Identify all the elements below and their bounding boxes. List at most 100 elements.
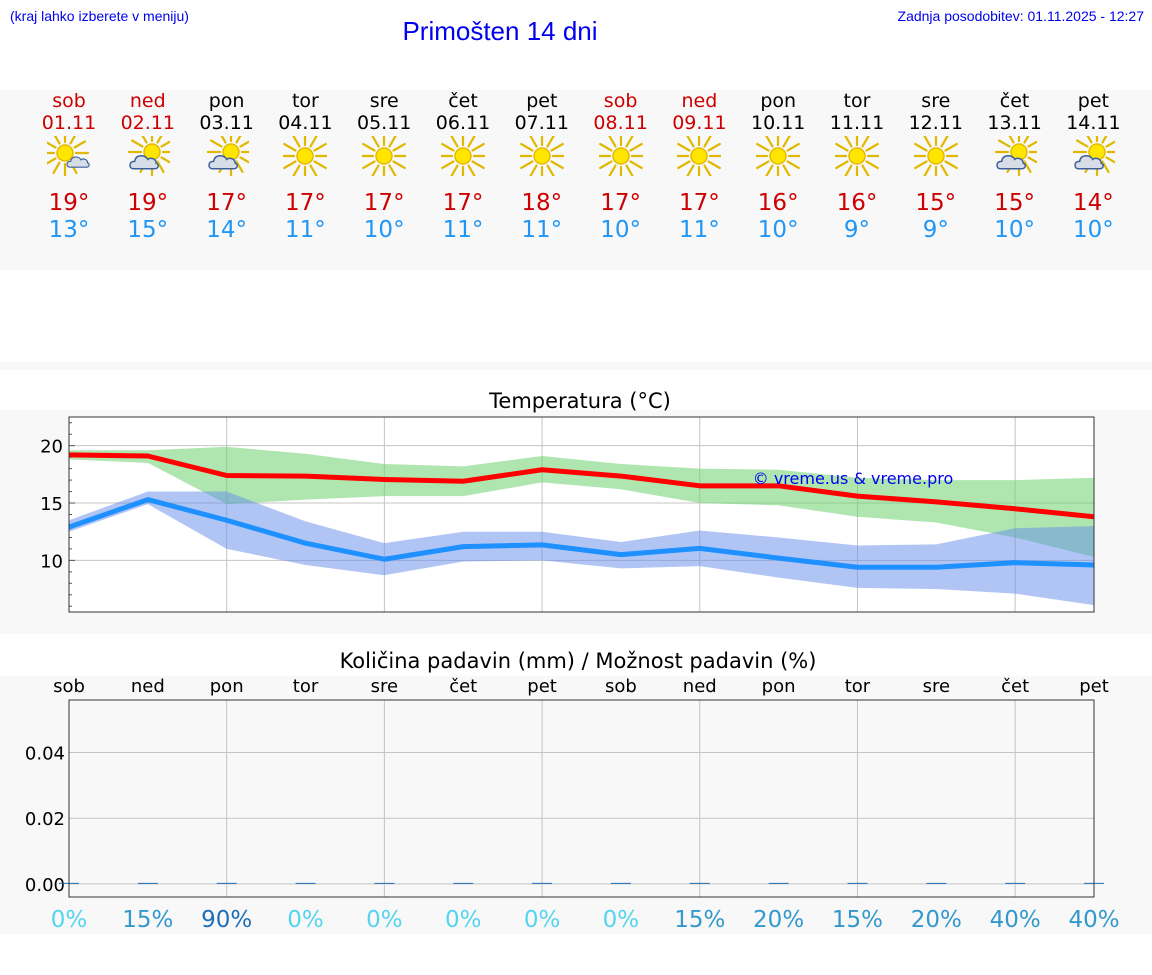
plot-frame (68, 416, 1095, 613)
sun-icon (818, 136, 897, 176)
precip-bar (1005, 882, 1026, 884)
precip-bar (926, 882, 947, 884)
sun-icon (581, 136, 660, 176)
precipitation-chart: Količina padavin (mm) / Možnost padavin … (25, 649, 1120, 933)
day-column: pon 10.11 16° 10° (739, 90, 818, 260)
precip-probability: 15% (122, 907, 173, 933)
day-date: 04.11 (278, 112, 333, 134)
day-name: čet (448, 90, 478, 112)
precip-probability: 90% (201, 907, 252, 933)
x-tick-label: pet (1079, 676, 1109, 697)
day-date: 09.11 (672, 112, 727, 134)
x-tick-label: pon (762, 676, 796, 697)
day-date: 12.11 (908, 112, 963, 134)
precip-bar (847, 882, 868, 884)
day-column: tor 11.11 16° 9° (818, 90, 897, 260)
separator (0, 362, 1152, 370)
day-date: 06.11 (435, 112, 491, 134)
min-temp: 11° (521, 217, 563, 243)
x-tick-label: tor (293, 676, 319, 697)
day-name: čet (999, 90, 1030, 112)
precip-probability: 15% (832, 907, 883, 933)
precip-probability: 0% (51, 907, 88, 933)
max-temp: 19° (127, 190, 169, 216)
precip-probability: 40% (1068, 907, 1119, 933)
max-temp: 17° (285, 190, 326, 216)
chart-title: Količina padavin (mm) / Možnost padavin … (340, 649, 817, 673)
sun-icon (896, 136, 975, 176)
day-column: čet 06.11 17° 11° (424, 90, 503, 260)
min-temp: 9° (922, 217, 949, 243)
sun-icon (502, 136, 581, 176)
min-temp: 10° (757, 217, 799, 243)
last-updated: Zadnja posodobitev: 01.11.2025 - 12:27 (897, 8, 1144, 24)
precip-probability: 40% (990, 907, 1041, 933)
x-tick-label: sob (53, 676, 85, 697)
day-column: pet 07.11 18° 11° (502, 90, 581, 260)
sun-icon (345, 136, 424, 176)
precip-probability: 20% (911, 907, 962, 933)
day-column: tor 04.11 17° 11° (266, 90, 345, 260)
x-tick-label: ned (683, 676, 717, 697)
min-temp: 10° (600, 217, 641, 243)
day-column: sre 12.11 15° 9° (896, 90, 975, 260)
sun-icon (424, 136, 503, 176)
day-name: pon (760, 90, 797, 112)
max-temp: 19° (48, 190, 90, 216)
partly-cloudy-icon (108, 136, 187, 176)
min-temp: 9° (843, 217, 871, 243)
y-tick-label: 0.02 (25, 809, 65, 830)
precip-probability: 0% (287, 907, 324, 933)
x-tick-label: ned (131, 676, 165, 697)
day-name: pon (208, 90, 245, 112)
precip-bar (453, 882, 474, 884)
day-name: sob (603, 90, 638, 112)
precip-probability: 0% (445, 907, 482, 933)
day-name: sre (921, 90, 951, 112)
day-date: 08.11 (593, 112, 648, 134)
day-date: 13.11 (987, 112, 1042, 134)
x-tick-label: sre (923, 676, 950, 697)
sun-light-rain-icon (30, 136, 109, 176)
max-temp: 14° (1073, 190, 1114, 216)
max-temp: 16° (757, 190, 799, 216)
max-temp-line (68, 452, 1095, 520)
day-date: 05.11 (356, 112, 412, 134)
max-temp: 17° (442, 190, 484, 216)
day-name: sre (369, 90, 399, 112)
day-name: pet (526, 90, 558, 112)
precip-bar (295, 882, 316, 884)
day-name: ned (681, 90, 718, 112)
precip-bar (374, 882, 395, 884)
day-date: 02.11 (120, 112, 175, 134)
precip-bar (610, 882, 631, 884)
day-column: sob 08.11 17° 10° (581, 90, 660, 260)
day-date: 11.11 (829, 112, 885, 134)
min-temp: 11° (679, 217, 720, 243)
sun-icon (266, 136, 345, 176)
y-tick-label: 0.04 (25, 744, 65, 765)
y-tick-label: 10 (40, 551, 63, 572)
forecast-strip (0, 90, 1152, 270)
x-tick-label: pon (210, 676, 244, 697)
precip-probability: 0% (524, 907, 561, 933)
day-column: sre 05.11 17° 10° (345, 90, 424, 260)
y-tick-label: 0.00 (25, 875, 65, 896)
partly-cloudy-icon (975, 136, 1054, 176)
max-temp: 15° (915, 190, 957, 216)
day-name: pet (1077, 90, 1109, 112)
min-temp: 10° (363, 217, 405, 243)
min-temp: 11° (285, 217, 326, 243)
location-hint[interactable]: (kraj lahko izberete v meniju) (10, 8, 189, 24)
x-tick-label: sre (371, 676, 398, 697)
min-temp: 15° (127, 217, 169, 243)
day-column: čet 13.11 15° 10° (975, 90, 1054, 260)
watermark: © vreme.us & vreme.pro (753, 469, 954, 488)
day-name: sob (52, 90, 86, 112)
sun-icon (660, 136, 739, 176)
day-date: 01.11 (41, 112, 97, 134)
precip-bar (216, 882, 237, 884)
day-column: sob 01.11 19° 13° (30, 90, 109, 260)
x-tick-label: sob (605, 676, 637, 697)
min-temp: 14° (206, 217, 247, 243)
